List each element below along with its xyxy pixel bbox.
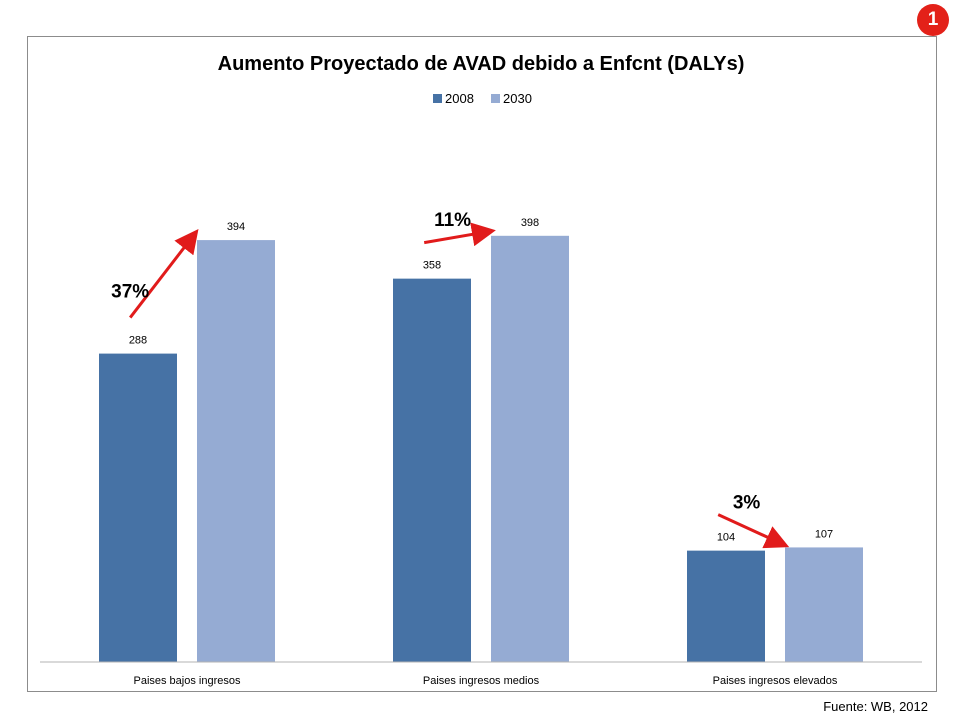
growth-arrow-2 bbox=[717, 513, 790, 549]
bar-2008-1 bbox=[393, 278, 471, 662]
legend-label-2030: 2030 bbox=[503, 91, 532, 106]
bar-2008-0 bbox=[99, 353, 177, 662]
growth-annotation-0: 37% bbox=[111, 282, 149, 303]
bar-2030-1 bbox=[491, 235, 569, 662]
legend-swatch-2008 bbox=[433, 94, 442, 103]
chart-title: Aumento Proyectado de AVAD debido a Enfc… bbox=[218, 53, 745, 75]
slide-number-badge: 1 bbox=[917, 4, 949, 36]
data-label-2030-0: 394 bbox=[227, 221, 245, 233]
source-note: Fuente: WB, 2012 bbox=[823, 699, 928, 714]
data-labels-group: 288 394 358 398 104 107 bbox=[129, 217, 833, 544]
data-label-2030-2: 107 bbox=[815, 528, 833, 540]
legend-label-2008: 2008 bbox=[445, 91, 474, 106]
category-labels-group: Paises bajos ingresos Paises ingresos med… bbox=[133, 675, 837, 687]
growth-annotation-2: 3% bbox=[733, 493, 761, 514]
bars-group bbox=[99, 235, 863, 662]
category-label-1: Paises ingresos medios bbox=[423, 675, 540, 687]
growth-annotation-1: 11% bbox=[434, 210, 471, 231]
data-label-2030-1: 398 bbox=[521, 217, 539, 229]
legend-swatch-2030 bbox=[491, 94, 500, 103]
bar-2030-0 bbox=[197, 240, 275, 662]
data-label-2008-2: 104 bbox=[717, 532, 735, 544]
legend: 2008 2030 bbox=[433, 91, 532, 106]
growth-arrows-group: 37% 11% 3% bbox=[111, 210, 790, 549]
bar-2008-2 bbox=[687, 550, 765, 662]
data-label-2008-1: 358 bbox=[423, 260, 441, 272]
category-label-0: Paises bajos ingresos bbox=[133, 675, 241, 687]
data-label-2008-0: 288 bbox=[129, 335, 147, 347]
growth-arrow-1 bbox=[423, 222, 496, 247]
growth-arrow-0 bbox=[129, 228, 199, 319]
category-label-2: Paises ingresos elevados bbox=[713, 675, 838, 687]
bar-2030-2 bbox=[785, 547, 863, 662]
